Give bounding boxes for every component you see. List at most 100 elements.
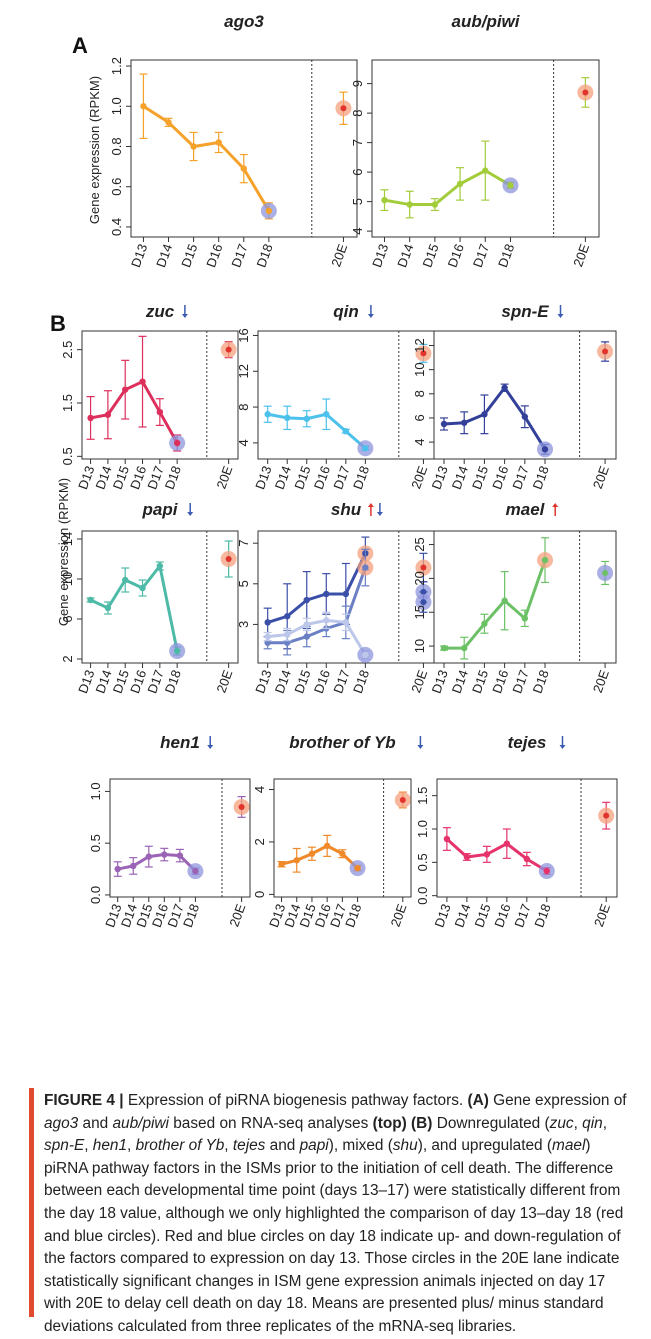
y-tick-label: 12: [412, 338, 427, 352]
series-line: [142, 104, 271, 212]
y-tick-label: 4: [236, 439, 251, 446]
x-tick-label: D18: [350, 668, 372, 696]
caption-part: ,: [224, 1137, 233, 1155]
chart-title: mael: [506, 500, 546, 519]
y-tick-label: 0.5: [60, 447, 75, 465]
down-arrow-icon: [367, 314, 374, 318]
figure-4: A B Gene expression (RPKM) Gene expressi…: [50, 12, 618, 930]
data-point: [278, 861, 285, 868]
y-axis-label-a: Gene expression (RPKM): [87, 76, 102, 224]
data-point: [501, 597, 508, 604]
data-point: [362, 445, 369, 452]
data-point: [284, 414, 291, 422]
data-point: [238, 803, 245, 810]
data-point: [190, 143, 197, 150]
data-point: [443, 835, 451, 843]
data-point: [521, 413, 529, 420]
data-point: [264, 633, 271, 640]
data-point: [602, 569, 609, 576]
data-point: [87, 414, 94, 422]
caption-bold: (top): [372, 1114, 407, 1132]
y-tick-label: 1.0: [88, 782, 103, 800]
plot-frame: [109, 778, 251, 898]
data-point: [161, 851, 168, 858]
y-tick-label: 7: [350, 139, 365, 146]
x-tick-label: 20E: [213, 668, 235, 695]
y-tick-label: 2: [252, 838, 267, 845]
caption-label: FIGURE 4 |: [44, 1092, 124, 1109]
x-tick-label: D14: [272, 464, 294, 492]
data-point: [456, 180, 464, 188]
data-point: [122, 576, 129, 584]
data-point: [482, 167, 489, 174]
x-tick-label: D18: [495, 242, 517, 270]
data-point: [104, 411, 112, 418]
data-point: [265, 207, 273, 215]
caption-gene: hen1: [92, 1137, 128, 1155]
caption-part: ,: [84, 1137, 93, 1155]
x-tick-label: D14: [394, 242, 416, 270]
chart-title: ago3: [224, 12, 264, 31]
data-point: [420, 350, 427, 357]
y-tick-label: 12: [236, 364, 251, 378]
data-point: [156, 408, 164, 416]
y-tick-label: 0.0: [88, 886, 103, 904]
y-tick-label: 0.4: [109, 218, 124, 236]
plot-frame: [81, 530, 239, 664]
y-tick-label: 2.5: [60, 341, 75, 359]
data-point: [323, 590, 330, 598]
x-tick-label: D16: [445, 242, 467, 270]
x-tick-label: D17: [470, 242, 492, 270]
data-point: [362, 564, 369, 571]
y-tick-label: 9: [350, 80, 365, 87]
y-tick-label: 4: [350, 227, 365, 234]
data-point: [461, 644, 468, 652]
data-point: [503, 840, 511, 847]
x-tick-label: 20E: [408, 464, 430, 491]
data-point: [303, 633, 310, 640]
x-tick-label: D16: [311, 464, 333, 492]
y-tick-label: 10: [412, 639, 427, 653]
y-tick-label: 0.5: [88, 834, 103, 852]
x-tick-label: 20E: [328, 242, 350, 269]
x-tick-label: 20E: [590, 464, 612, 491]
down-arrow-icon: [181, 314, 188, 318]
caption-part: ) piRNA pathway factors in the ISMs prio…: [44, 1137, 624, 1335]
caption-gene: zuc: [549, 1114, 574, 1132]
data-point: [342, 619, 350, 626]
plot-frame: [273, 778, 412, 898]
y-axis-label-b: Gene expression (RPKM): [56, 478, 71, 626]
x-tick-label: D16: [489, 668, 511, 696]
series-line: [90, 379, 179, 444]
data-point: [463, 853, 471, 861]
data-point: [582, 89, 589, 96]
data-point: [114, 865, 121, 873]
data-point: [173, 439, 181, 447]
y-tick-label: 10: [412, 362, 427, 376]
data-point: [541, 556, 549, 564]
caption-gene: papi: [299, 1137, 329, 1155]
x-tick-label: D15: [471, 902, 493, 930]
series-line: [445, 837, 548, 873]
down-arrow-icon: [207, 745, 214, 749]
data-point: [173, 647, 181, 655]
down-arrow-icon: [557, 314, 564, 318]
data-point: [440, 644, 448, 652]
panel-label-a: A: [72, 33, 88, 58]
y-tick-label: 7: [236, 540, 251, 547]
y-tick-label: 6: [350, 168, 365, 175]
data-point: [323, 411, 330, 418]
data-point: [420, 564, 427, 571]
caption-gene: aub/piwi: [112, 1114, 169, 1132]
series-line: [267, 567, 367, 645]
data-point: [523, 855, 531, 863]
data-point: [140, 103, 147, 110]
data-point: [323, 617, 330, 624]
data-point: [323, 842, 331, 850]
series-line: [89, 562, 179, 652]
x-tick-label: D17: [511, 902, 533, 930]
x-tick-label: D15: [291, 464, 313, 492]
